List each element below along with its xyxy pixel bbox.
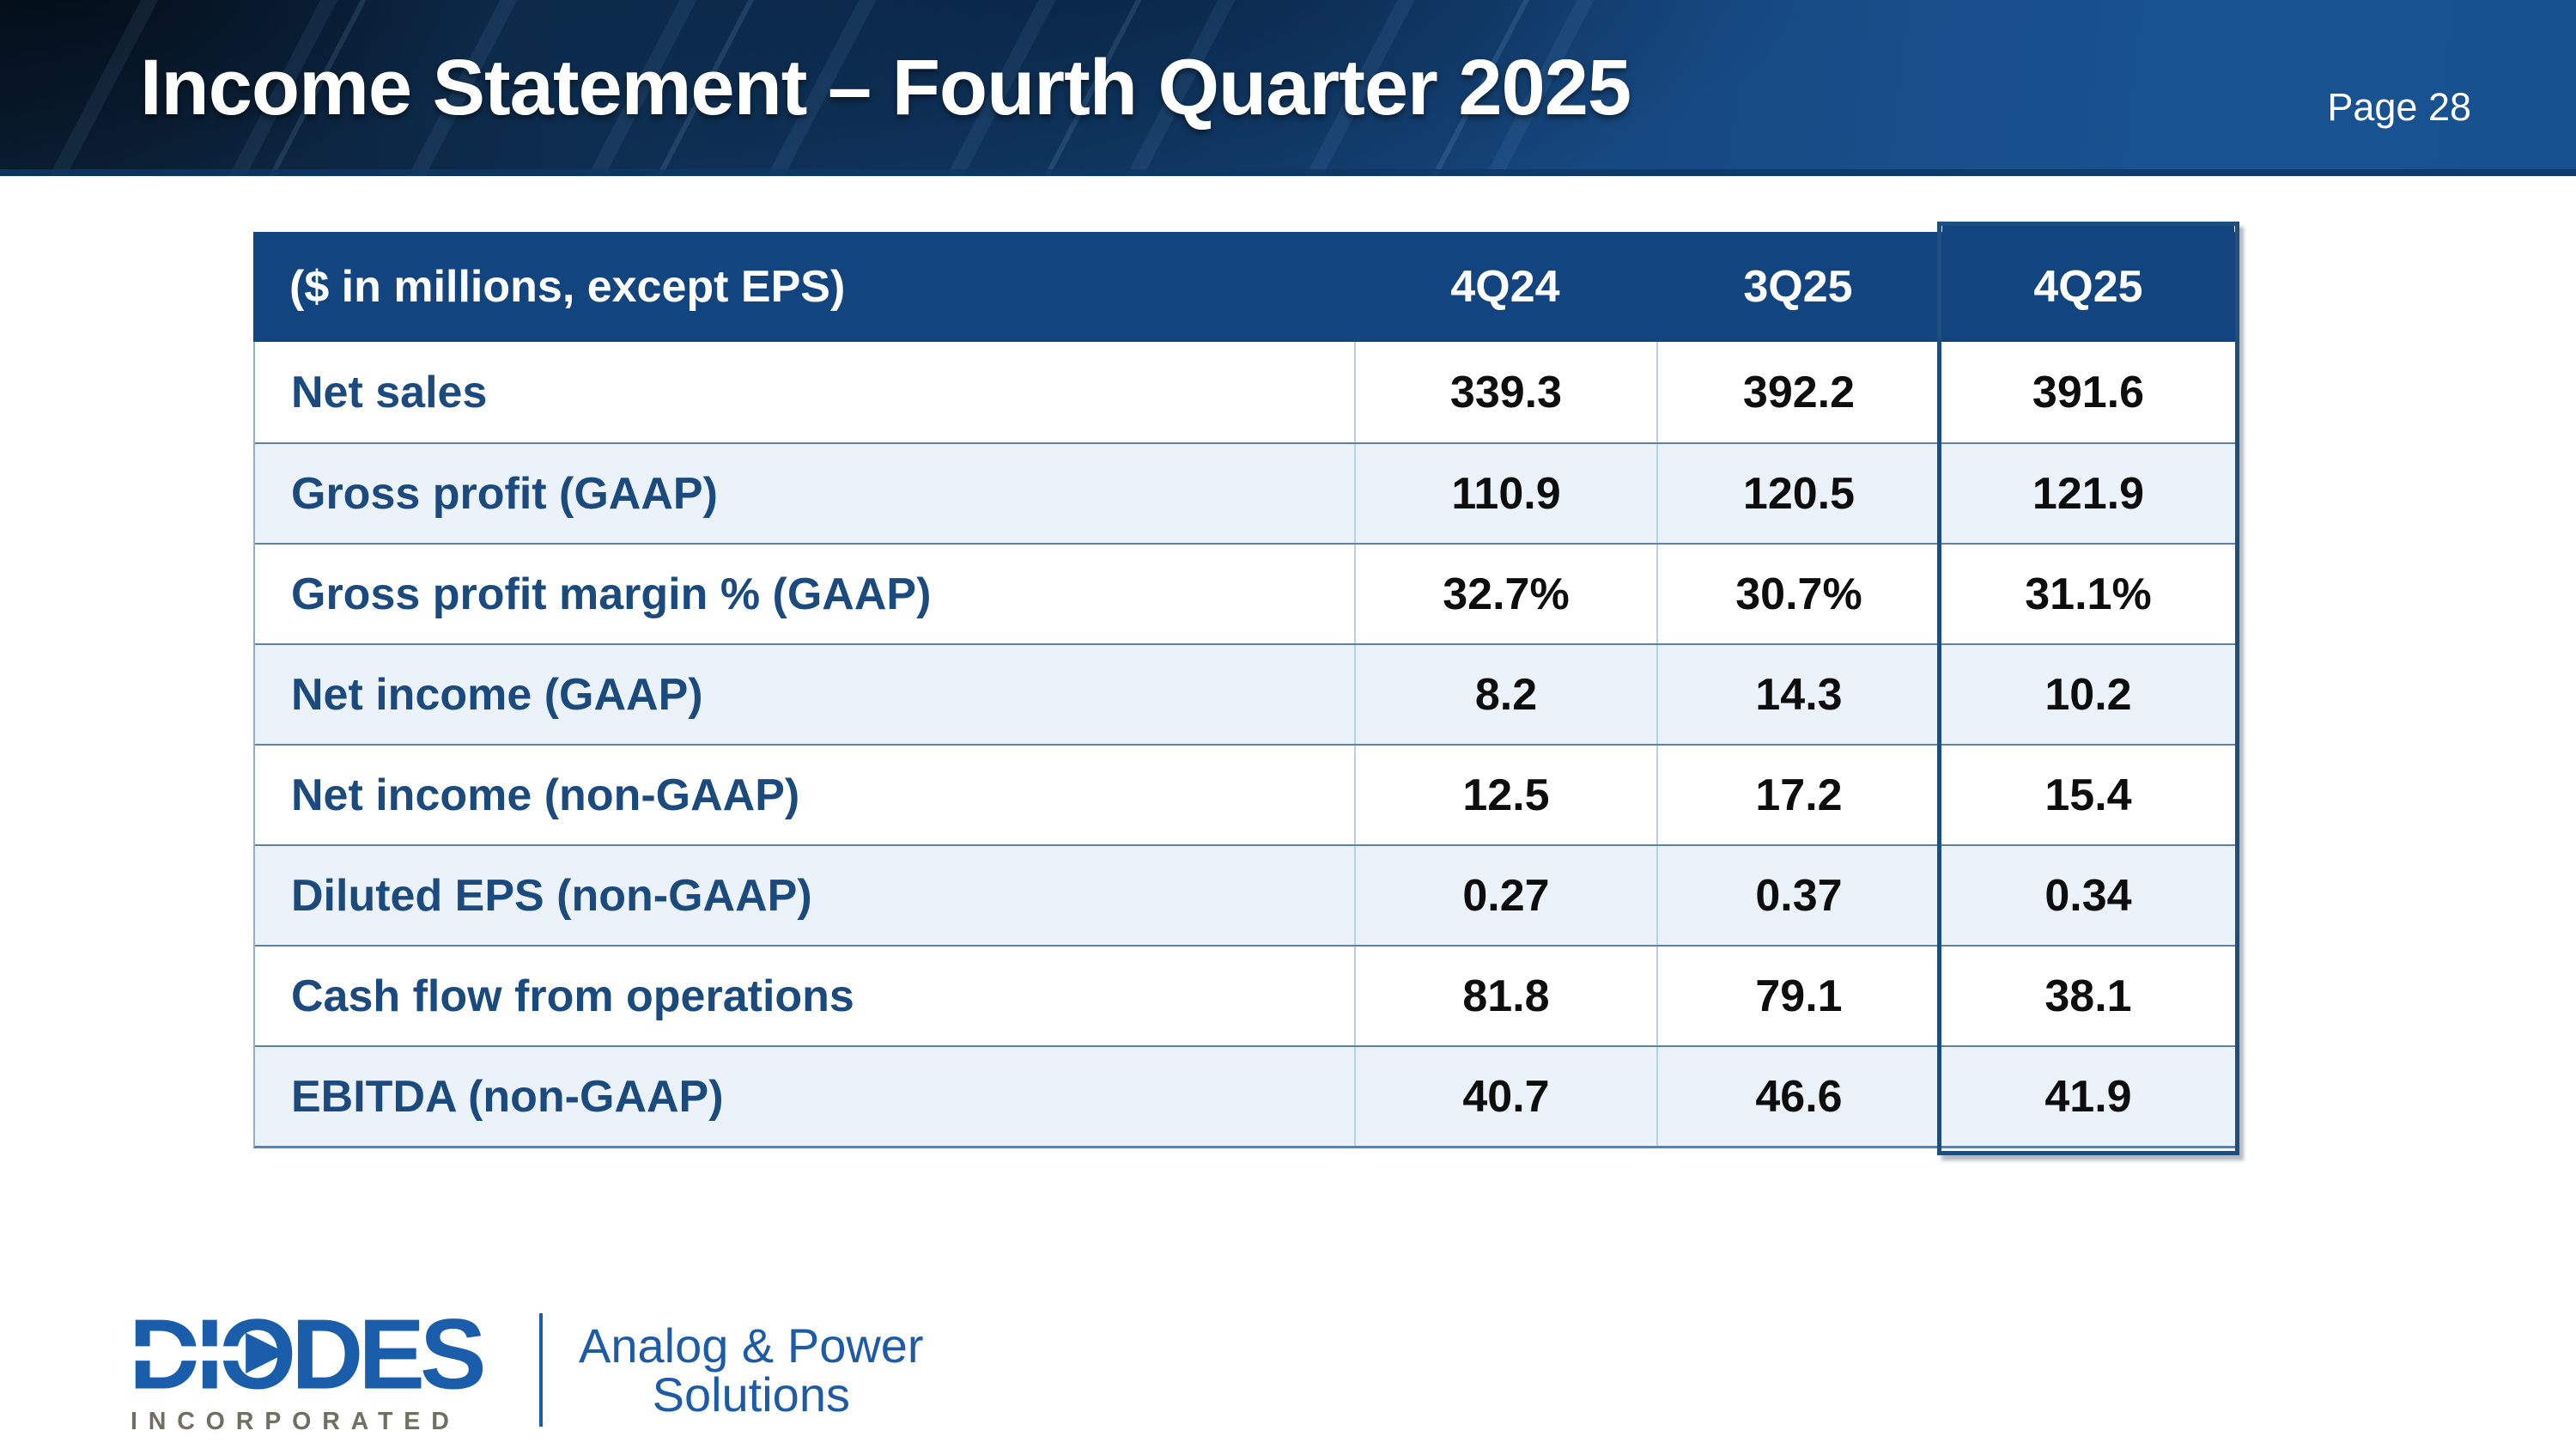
table-row: Gross profit (GAAP) 110.9 120.5 121.9 xyxy=(255,442,2235,543)
cell-4q24: 8.2 xyxy=(1354,645,1656,744)
cell-4q25: 31.1% xyxy=(1940,545,2235,643)
table-row: Net income (GAAP) 8.2 14.3 10.2 xyxy=(255,643,2235,744)
table-header-units: ($ in millions, except EPS) xyxy=(289,262,846,312)
table-header-4q24: 4Q24 xyxy=(1450,262,1560,312)
page-number: Page 28 xyxy=(2327,85,2471,129)
title-banner xyxy=(0,0,2576,176)
logo-divider xyxy=(539,1313,543,1427)
table-body: Net sales 339.3 392.2 391.6 Gross profit… xyxy=(253,342,2237,1148)
logo-incorporated-text: INCORPORATED xyxy=(131,1408,460,1435)
table-row: Gross profit margin % (GAAP) 32.7% 30.7%… xyxy=(255,543,2235,643)
table-header-row: ($ in millions, except EPS) 4Q24 3Q25 4Q… xyxy=(253,232,2237,342)
cell-4q25: 38.1 xyxy=(1940,947,2235,1045)
cell-4q24: 32.7% xyxy=(1354,545,1656,643)
row-label: Net sales xyxy=(291,367,488,417)
cell-3q25: 14.3 xyxy=(1656,645,1940,744)
cell-3q25: 46.6 xyxy=(1656,1047,1940,1146)
logo-tagline: Analog & Power Solutions xyxy=(579,1321,924,1419)
cell-3q25: 392.2 xyxy=(1656,342,1940,442)
cell-4q25: 391.6 xyxy=(1940,342,2235,442)
row-label: Cash flow from operations xyxy=(291,971,854,1021)
diodes-logo: DIODES INCORPORATED xyxy=(129,1302,489,1435)
table-header-3q25: 3Q25 xyxy=(1743,262,1853,312)
cell-4q24: 339.3 xyxy=(1354,342,1656,442)
cell-4q24: 0.27 xyxy=(1354,846,1656,945)
cell-4q24: 81.8 xyxy=(1354,947,1656,1045)
cell-3q25: 17.2 xyxy=(1656,746,1940,844)
cell-4q25: 41.9 xyxy=(1940,1047,2235,1146)
diode-symbol-icon xyxy=(129,1332,287,1373)
cell-4q24: 110.9 xyxy=(1354,444,1656,543)
page-title: Income Statement – Fourth Quarter 2025 xyxy=(140,44,1631,131)
table-row: EBITDA (non-GAAP) 40.7 46.6 41.9 xyxy=(255,1045,2235,1146)
highlight-column-header-cap xyxy=(1942,222,2234,235)
cell-4q25: 10.2 xyxy=(1940,645,2235,744)
tagline-line2: Solutions xyxy=(652,1367,850,1422)
cell-3q25: 79.1 xyxy=(1656,947,1940,1045)
row-label: Diluted EPS (non-GAAP) xyxy=(291,870,812,921)
cell-4q25: 121.9 xyxy=(1940,444,2235,543)
row-label: Gross profit margin % (GAAP) xyxy=(291,569,932,619)
table-row: Diluted EPS (non-GAAP) 0.27 0.37 0.34 xyxy=(255,844,2235,945)
table-row: Net income (non-GAAP) 12.5 17.2 15.4 xyxy=(255,744,2235,844)
cell-3q25: 30.7% xyxy=(1656,545,1940,643)
row-label: Net income (non-GAAP) xyxy=(291,770,800,820)
banner-bottom-strip xyxy=(0,169,2576,176)
table-header-4q25: 4Q25 xyxy=(2033,262,2143,312)
row-label: Net income (GAAP) xyxy=(291,669,703,720)
cell-3q25: 120.5 xyxy=(1656,444,1940,543)
cell-4q24: 12.5 xyxy=(1354,746,1656,844)
table-row: Net sales 339.3 392.2 391.6 xyxy=(255,342,2235,442)
income-statement-table: ($ in millions, except EPS) 4Q24 3Q25 4Q… xyxy=(253,232,2237,1148)
tagline-line1: Analog & Power xyxy=(579,1318,924,1373)
cell-3q25: 0.37 xyxy=(1656,846,1940,945)
table-row: Cash flow from operations 81.8 79.1 38.1 xyxy=(255,945,2235,1045)
row-label: Gross profit (GAAP) xyxy=(291,468,718,519)
company-logo: DIODES INCORPORATED Analog & Power Solut… xyxy=(129,1302,924,1438)
row-label: EBITDA (non-GAAP) xyxy=(291,1071,724,1122)
cell-4q25: 0.34 xyxy=(1940,846,2235,945)
cell-4q24: 40.7 xyxy=(1354,1047,1656,1146)
cell-4q25: 15.4 xyxy=(1940,746,2235,844)
